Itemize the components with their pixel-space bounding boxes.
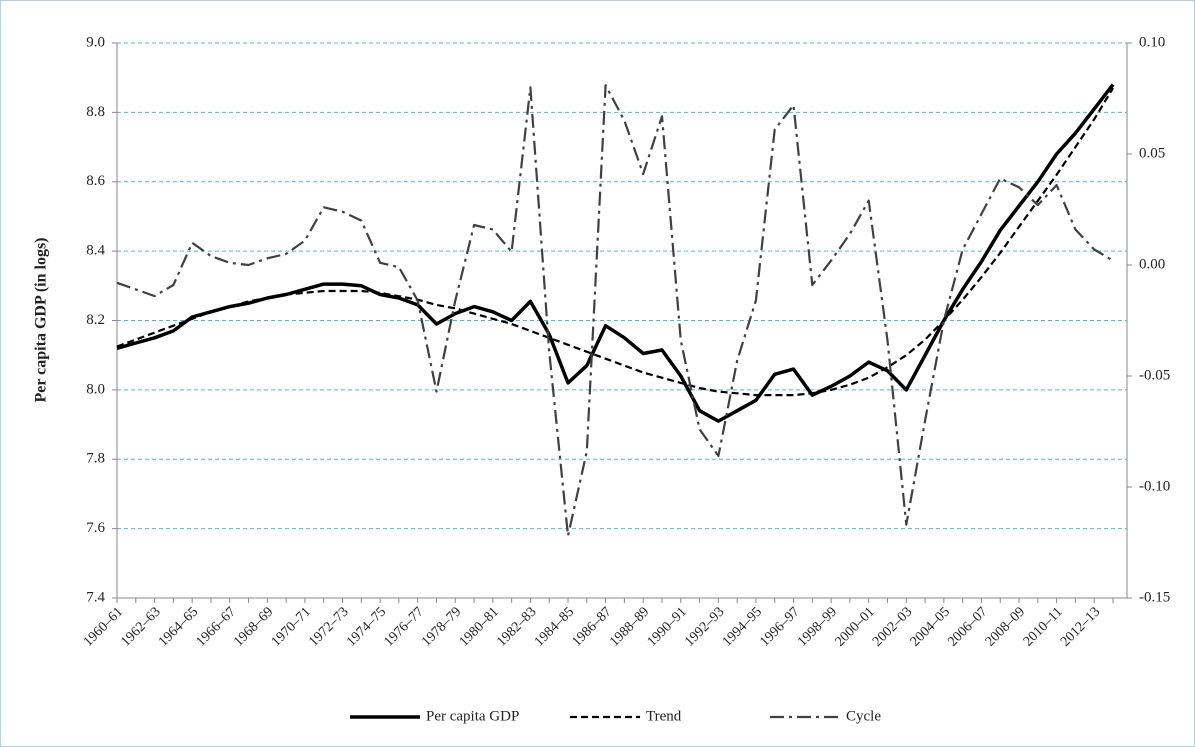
y2-tick-label: 0.00 xyxy=(1139,256,1165,272)
x-tick-label: 1982–83 xyxy=(494,604,539,649)
x-tick-label: 1990–91 xyxy=(645,604,690,649)
y2-tick-label: -0.10 xyxy=(1139,478,1170,494)
y2-tick-label: -0.15 xyxy=(1139,589,1170,605)
x-tick-label: 1964–65 xyxy=(156,604,201,649)
x-tick-label: 1976–77 xyxy=(382,604,427,649)
series-line xyxy=(116,87,1114,397)
x-tick-label: 1978–79 xyxy=(419,604,464,649)
x-tick-label: 1996–97 xyxy=(757,604,802,649)
x-tick-label: 1992–93 xyxy=(682,604,727,649)
x-tick-label: 2004–05 xyxy=(908,604,953,649)
y-tick-label: 7.8 xyxy=(86,451,105,467)
y-tick-label: 8.8 xyxy=(86,104,105,120)
x-tick-label: 2000–01 xyxy=(833,604,878,649)
y2-tick-label: 0.05 xyxy=(1139,145,1165,161)
y-tick-label: 8.6 xyxy=(86,173,105,189)
y2-tick-label: 0.10 xyxy=(1139,34,1165,50)
series-line xyxy=(116,83,1115,423)
x-tick-label: 1970–71 xyxy=(269,604,314,649)
x-tick-label: 1966–67 xyxy=(194,604,239,649)
legend-label: Cycle xyxy=(846,708,881,724)
y-tick-label: 7.6 xyxy=(86,520,105,536)
y2-tick-label: -0.05 xyxy=(1139,367,1170,383)
series-line xyxy=(116,84,1114,537)
y-tick-label: 7.4 xyxy=(86,589,105,605)
y-tick-label: 8.4 xyxy=(86,243,105,259)
x-tick-label: 1960–61 xyxy=(81,604,126,649)
y-tick-label: 8.0 xyxy=(86,381,105,397)
y-tick-label: 9.0 xyxy=(86,34,105,50)
x-tick-label: 1974–75 xyxy=(344,604,389,649)
x-tick-label: 2008–09 xyxy=(983,604,1028,649)
x-tick-label: 2010–11 xyxy=(1021,604,1066,649)
x-tick-label: 1962–63 xyxy=(118,604,163,649)
x-tick-label: 1986–87 xyxy=(569,604,614,649)
y-tick-label: 8.2 xyxy=(86,312,105,328)
x-tick-label: 1988–89 xyxy=(607,604,652,649)
legend-label: Per capita GDP xyxy=(426,708,519,724)
x-tick-label: 1984–85 xyxy=(532,604,577,649)
x-tick-label: 1998–99 xyxy=(795,604,840,649)
x-tick-label: 1972–73 xyxy=(306,604,351,649)
x-tick-label: 2012–13 xyxy=(1058,604,1103,649)
x-tick-label: 1994–95 xyxy=(720,604,765,649)
y-axis-title: Per capita GDP (in logs) xyxy=(33,237,50,402)
legend-label: Trend xyxy=(646,708,682,724)
x-tick-label: 1980–81 xyxy=(457,604,502,649)
x-tick-label: 2006–07 xyxy=(945,604,990,649)
x-tick-label: 2002–03 xyxy=(870,604,915,649)
x-tick-label: 1968–69 xyxy=(231,604,276,649)
